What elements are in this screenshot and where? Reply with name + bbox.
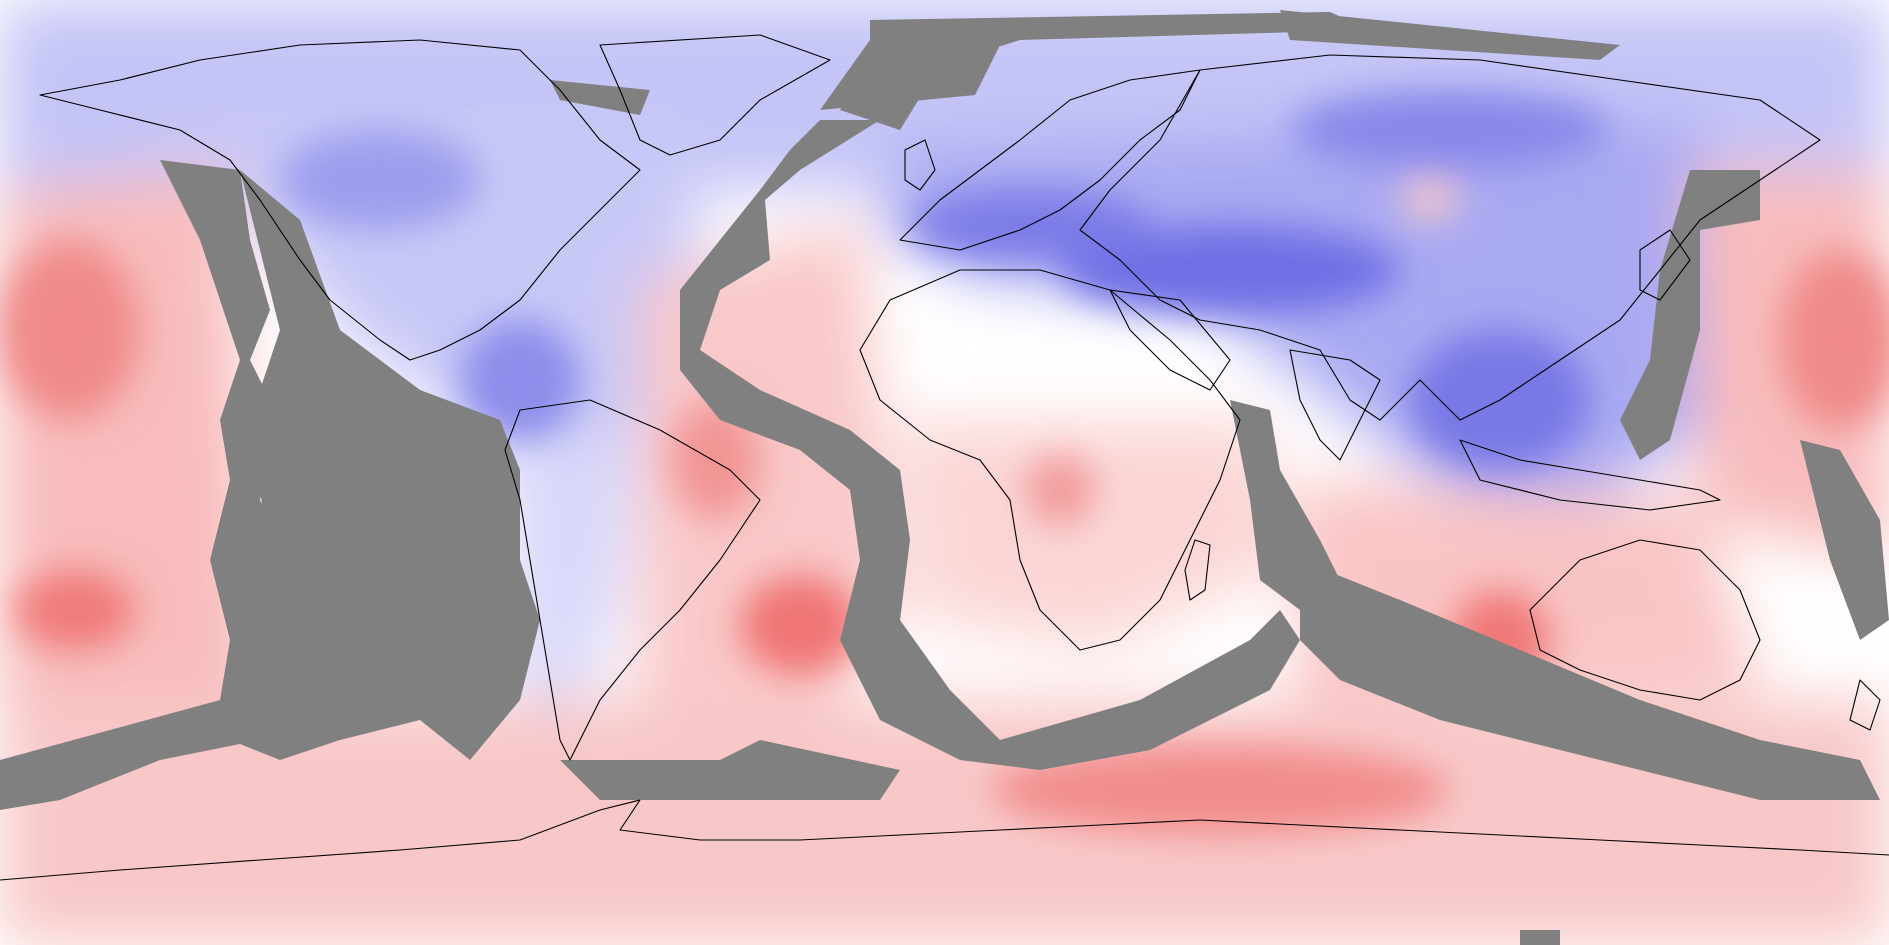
mask-arctic-ridge-west [820,40,1000,110]
coastline-europe [899,69,1201,251]
cold-core-himalaya [1060,225,1400,315]
mask-central-indian-ridge [1230,400,1340,610]
warm-region-africa-indian [900,420,1300,650]
coastlines [0,34,1889,881]
mask-mid-atlantic-ridge [680,120,1300,770]
warm-core-brazil [670,400,760,520]
coastline-africa [859,269,1241,651]
mask-bottom-strip [1520,930,1560,945]
coastline-north-america [39,39,641,361]
missing-data-mask [0,10,1889,945]
cold-region-south-america [500,430,640,760]
warm-core-south-atlantic [740,575,860,675]
mask-east-pacific-rise [0,160,300,810]
cold-core-canada [280,130,480,230]
coastline-madagascar [1184,539,1211,601]
mask-west-pacific [1620,170,1760,460]
warm-core-east-pacific [0,240,140,420]
cold-core-siberia [1290,90,1610,170]
coastline-southeast-asia-islands [1459,439,1721,511]
mask-pacific-antarctic [230,170,540,760]
coastline-arabia [1109,289,1231,391]
warm-core-southern-ocean [990,745,1450,835]
mask-west-pacific-east [1800,440,1889,640]
warm-core-africa [1025,455,1095,525]
coastline-asia [1079,54,1821,421]
coastline-greenland [599,34,831,156]
warm-core-south-pacific [15,570,135,650]
mask-southeast-indian-ridge [1300,560,1880,800]
mask-greenland-strip [550,80,650,115]
coastline-south-america [504,399,761,761]
mask-pacific-antarctic-south [560,740,900,800]
mask-arctic-east [1280,10,1620,60]
coastline-japan [1639,229,1691,301]
coastline-australia [1529,539,1761,701]
coastline-uk [904,139,936,191]
anomaly-cores [0,90,1889,835]
warm-core-mongolia [1400,180,1460,220]
mask-arctic-ridge [840,12,1370,130]
cold-core-central-america [460,320,580,440]
coastline-antarctica [0,799,1889,881]
warm-core-west-pacific [1780,250,1889,430]
coastline-india [1289,349,1381,461]
coastline-new-zealand [1849,679,1881,731]
